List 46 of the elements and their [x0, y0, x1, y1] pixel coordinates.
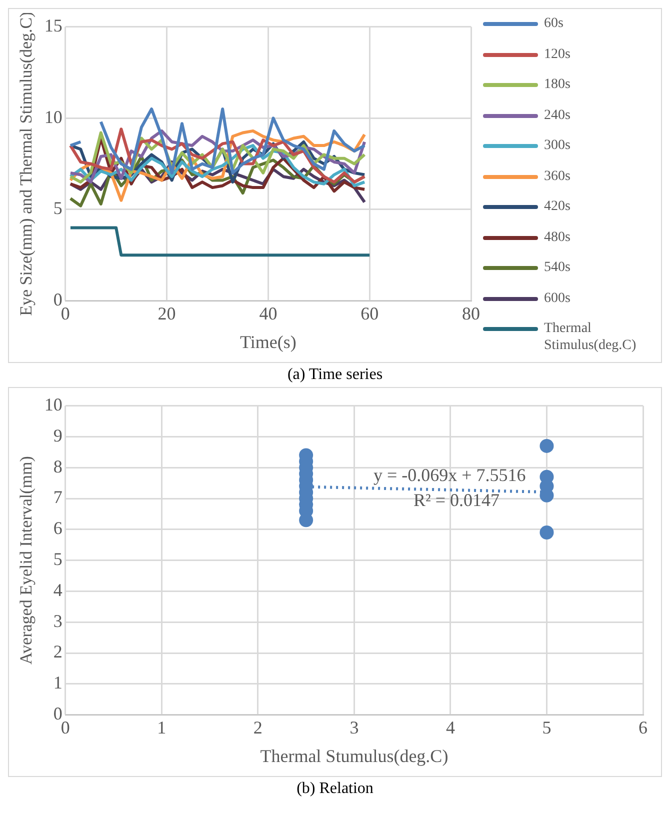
y-axis-title: Averaged Eyelid Interval(mm): [16, 456, 36, 664]
point: [540, 525, 554, 540]
y-tick-label: 0: [53, 704, 62, 724]
y-tick-label: 3: [53, 610, 62, 631]
text: (a) Time series: [286, 366, 384, 384]
y-tick-label: 4: [53, 580, 62, 600]
x-tick-label: 5: [542, 717, 552, 738]
y-tick-label: 9: [53, 425, 62, 446]
y-tick-label: 15: [44, 16, 62, 36]
x-axis-title: Thermal Stumulus(deg.C): [260, 746, 448, 766]
x-tick-label: 3: [350, 717, 359, 738]
legend-label: Thermal Stimulus(deg.C): [544, 320, 638, 354]
x-tick-label: 40: [259, 303, 278, 324]
legend-label: 360s: [544, 168, 570, 184]
point: [540, 438, 554, 453]
x-tick-label: 20: [158, 303, 176, 324]
legend-label: 120s: [544, 46, 570, 62]
x-tick-label: 80: [462, 303, 480, 324]
x-tick-label: 60: [360, 303, 379, 324]
text: (b) Relation: [296, 780, 374, 798]
y-tick-label: 10: [44, 106, 62, 127]
y-tick-label: 5: [53, 198, 62, 218]
legend-label: 180s: [544, 76, 570, 93]
x-tick-label: 1: [157, 717, 166, 738]
annotation: y = -0.069x + 7.5516: [373, 465, 526, 486]
y-tick-label: 2: [53, 642, 62, 662]
y-tick-label: 10: [44, 394, 62, 415]
legend-label: 480s: [544, 228, 570, 246]
legend-label: 540s: [544, 259, 570, 276]
legend-label: 300s: [544, 137, 570, 154]
legend-label: 240s: [544, 106, 570, 124]
legend-label: 60s: [544, 15, 564, 32]
y-tick-label: 8: [53, 456, 62, 476]
y-tick-label: 5: [53, 549, 62, 570]
y-tick-label: 6: [53, 518, 62, 538]
y-tick-label: 0: [53, 290, 62, 310]
x-tick-label: 4: [446, 717, 455, 738]
y-tick-label: 7: [53, 487, 62, 508]
x-tick-label: 6: [638, 717, 648, 738]
legend-label: 420s: [544, 198, 570, 215]
annotation: R² = 0.0147: [413, 490, 500, 510]
x-axis-title: Time(s): [240, 332, 296, 352]
legend-label: 600s: [544, 290, 570, 306]
point: [299, 513, 314, 528]
y-tick-label: 1: [53, 672, 62, 693]
x-tick-label: 2: [253, 717, 262, 738]
